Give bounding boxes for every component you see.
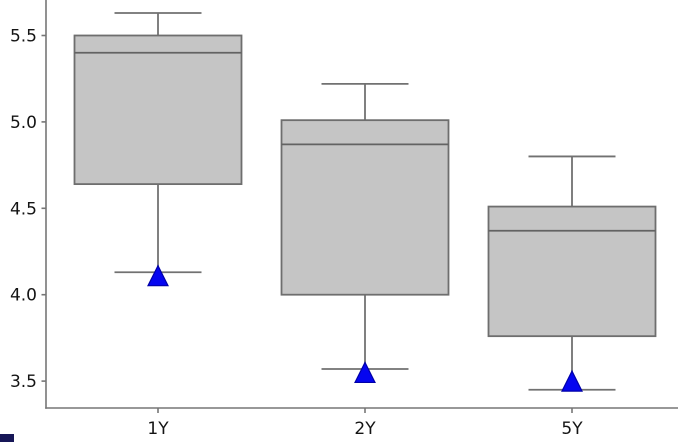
corner-artifact bbox=[0, 434, 14, 442]
y-tick-label-5.0: 5.0 bbox=[10, 113, 37, 133]
y-tick-label-4.5: 4.5 bbox=[10, 199, 37, 219]
marker-triangle-1Y bbox=[147, 264, 169, 287]
marker-triangle-2Y bbox=[354, 361, 376, 384]
x-tick-label-2Y: 2Y bbox=[354, 419, 376, 439]
x-tick-label-1Y: 1Y bbox=[147, 419, 169, 439]
box-1Y bbox=[73, 34, 243, 186]
marker-triangle-5Y bbox=[561, 369, 583, 392]
box-5Y bbox=[487, 205, 657, 338]
x-tick-label-5Y: 5Y bbox=[561, 419, 583, 439]
y-tick-label-3.5: 3.5 bbox=[10, 372, 37, 392]
y-tick-label-4.0: 4.0 bbox=[10, 286, 37, 306]
y-tick-label-5.5: 5.5 bbox=[10, 27, 37, 47]
box-2Y bbox=[280, 119, 450, 296]
